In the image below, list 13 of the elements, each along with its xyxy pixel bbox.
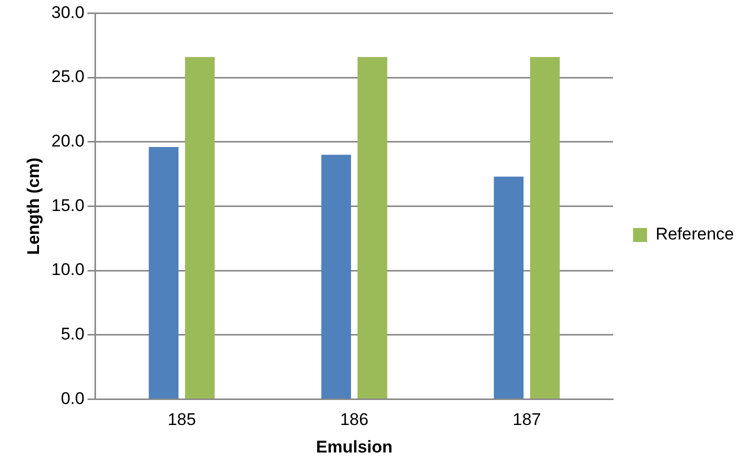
- x-tick-label: 186: [340, 410, 368, 430]
- y-tick-label: 10.0: [51, 260, 84, 280]
- y-tick-label: 30.0: [51, 2, 84, 22]
- y-tick-label: 20.0: [51, 132, 84, 151]
- y-tick-label: 5.0: [60, 324, 84, 344]
- x-axis-title: Emulsion: [316, 437, 393, 456]
- y-tick-label: 0.0: [60, 388, 84, 408]
- y-axis-title: Length (cm): [24, 158, 43, 255]
- x-tick-label: 185: [168, 410, 196, 430]
- legend-label: Reference: [656, 224, 734, 244]
- y-tick-label: 15.0: [51, 196, 84, 215]
- x-tick-label: 187: [512, 410, 541, 430]
- y-tick-label: 25.0: [51, 67, 84, 86]
